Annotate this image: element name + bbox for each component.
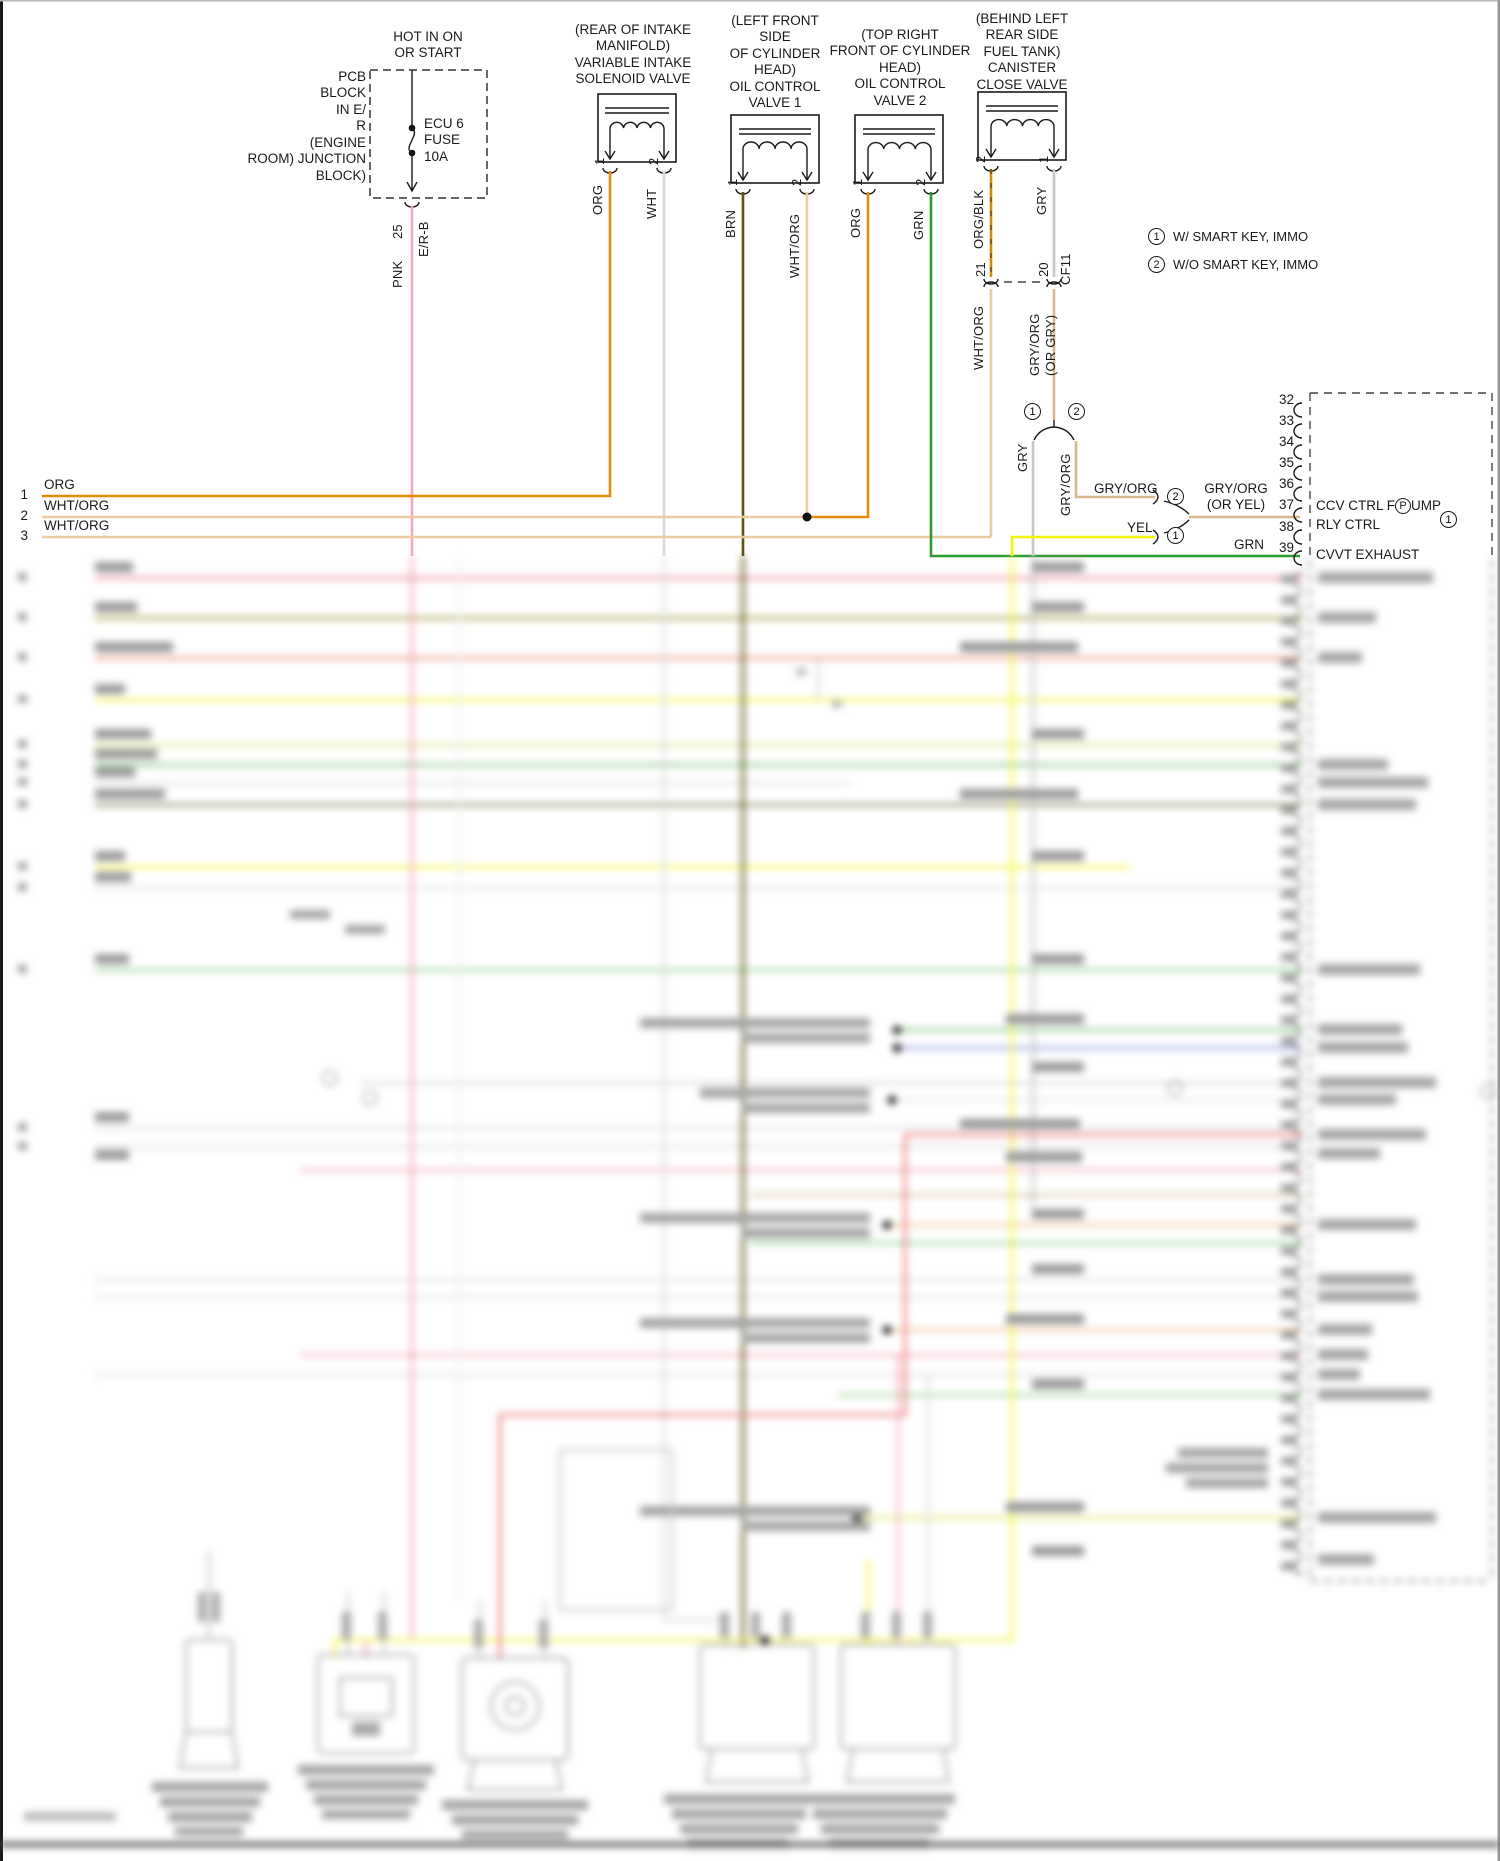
ecm-pin-39: 39	[1278, 540, 1294, 555]
ecm-pin39-function: CVVT EXHAUST	[1316, 547, 1420, 562]
merged-wire-label: GRY/ORG (OR YEL)	[1204, 481, 1268, 513]
left-wire-2-number: 2	[20, 508, 28, 523]
gry-split-label: GRY	[1015, 443, 1030, 472]
split-circle-1: 1	[1024, 403, 1041, 420]
oil-control-valve-2-symbol	[854, 114, 944, 195]
ccv-pin2-color: ORG/BLK	[971, 189, 986, 249]
yel-wire	[1010, 535, 1155, 556]
ecm-pin37-text-post: UMP	[1411, 498, 1442, 513]
left-wire-2-color: WHT/ORG	[44, 498, 110, 513]
junction-block-label: PCB BLOCK IN E/ R (ENGINE ROOM) JUNCTION…	[247, 69, 367, 183]
inline-pin-21-label: 21	[973, 262, 988, 277]
ccv-pin2-number: 2	[973, 155, 988, 163]
legend-circle-1: 1	[1148, 228, 1165, 245]
gryorg-split-label: GRY/ORG	[1058, 453, 1073, 516]
hot-in-on-label: HOT IN ON OR START	[393, 29, 463, 61]
ecm-pin37-function: CCV CTRL F P UMP	[1316, 498, 1442, 515]
ecm-pin-35: 35	[1278, 455, 1294, 470]
ocv1-pin2-number: 2	[789, 178, 804, 186]
whtorg-below-21-label: WHT/ORG	[971, 305, 986, 370]
page-border-left	[0, 0, 3, 1861]
left-wire-3-number: 3	[20, 528, 28, 543]
merge-bottom-label: YEL	[1127, 520, 1153, 535]
gryorg-or-gry-label-2: (OR GRY)	[1043, 314, 1058, 376]
variable-intake-solenoid-valve-label: (REAR OF INTAKE MANIFOLD) VARIABLE INTAK…	[574, 22, 692, 87]
org-wire-1	[42, 171, 612, 498]
ecm-pin-33: 33	[1278, 413, 1294, 428]
ocv1-pin1-number: 1	[725, 178, 740, 186]
ecm-pin-34: 34	[1278, 434, 1294, 449]
visv-pin2-color: WHT	[644, 188, 659, 219]
variable-intake-solenoid-valve-symbol	[597, 93, 677, 174]
pump-badge: P	[1395, 498, 1412, 515]
legend-without-smart-key: 2 W/O SMART KEY, IMMO	[1148, 256, 1318, 273]
ecm-pin38-function: RLY CTRL	[1316, 517, 1381, 532]
ocv2-pin2-number: 2	[913, 178, 928, 186]
ocv1-pin2-color: WHT/ORG	[787, 213, 802, 278]
ocv1-pin1-color: BRN	[723, 209, 738, 238]
merge-top-label: GRY/ORG	[1094, 481, 1158, 496]
ecm-pin37-note-circle: 1	[1440, 511, 1457, 528]
legend-circle-2: 2	[1148, 256, 1165, 273]
canister-close-valve-symbol	[977, 91, 1067, 172]
split-circle-2: 2	[1068, 403, 1085, 420]
ccv-pin1-number: 1	[1036, 155, 1051, 163]
ocv2-pin1-color: ORG	[848, 207, 863, 238]
visv-pin1-color: ORG	[590, 184, 605, 215]
merge-top-circle: 2	[1167, 488, 1184, 505]
ecm-pin-32: 32	[1278, 392, 1294, 407]
ocv2-pin2-color: GRN	[911, 210, 926, 241]
visv-pin2-number: 2	[646, 157, 661, 165]
grn-wire	[929, 192, 1300, 558]
ecm-connector-symbol	[1293, 392, 1493, 566]
legend-with-smart-key: 1 W/ SMART KEY, IMMO	[1148, 228, 1308, 245]
fuse-circuit-label: E/R-B	[416, 221, 431, 257]
org-wire-ocv2	[805, 192, 870, 519]
ecm-pin-37: 37	[1278, 497, 1294, 512]
oil-control-valve-1-label: (LEFT FRONT SIDE OF CYLINDER HEAD) OIL C…	[729, 13, 821, 111]
oil-control-valve-2-label: (TOP RIGHT FRONT OF CYLINDER HEAD) OIL C…	[829, 27, 971, 108]
left-wire-1-number: 1	[20, 487, 28, 502]
left-wire-1-color: ORG	[44, 477, 75, 492]
split-bracket	[1033, 420, 1075, 441]
gryorg-or-gry-label-1: GRY/ORG	[1027, 313, 1042, 376]
grn-wire-label: GRN	[1234, 537, 1264, 552]
legend-text-1: W/ SMART KEY, IMMO	[1173, 229, 1309, 244]
ccv-pin1-color: GRY	[1034, 186, 1049, 215]
canister-close-valve-label: (BEHIND LEFT REAR SIDE FUEL TANK) CANIST…	[975, 11, 1069, 92]
inline-connector-name: CF11	[1058, 253, 1073, 285]
ecm-pin37-text-pre: CCV CTRL F	[1316, 498, 1396, 513]
gryorg-wire-split	[1074, 441, 1155, 499]
legend-text-2: W/O SMART KEY, IMMO	[1173, 257, 1319, 272]
ocv2-pin1-number: 1	[850, 178, 865, 186]
pnk-color-label: PNK	[390, 260, 405, 288]
ecm-pin-38: 38	[1278, 519, 1294, 534]
merge-bottom-circle: 1	[1167, 527, 1184, 544]
ecm-pin-36: 36	[1278, 476, 1294, 491]
visv-pin1-number: 1	[592, 157, 607, 165]
inline-connector-cf11-symbol	[983, 278, 1062, 288]
fuse-pin-label: 25	[390, 224, 405, 239]
junction-dot	[802, 512, 812, 522]
left-wire-3-color: WHT/ORG	[44, 518, 110, 533]
inline-pin-20-label: 20	[1036, 262, 1051, 277]
fuse-block-symbol	[369, 69, 488, 208]
fuse-label: ECU 6 FUSE 10A	[424, 116, 464, 164]
oil-control-valve-1-symbol	[730, 114, 820, 195]
